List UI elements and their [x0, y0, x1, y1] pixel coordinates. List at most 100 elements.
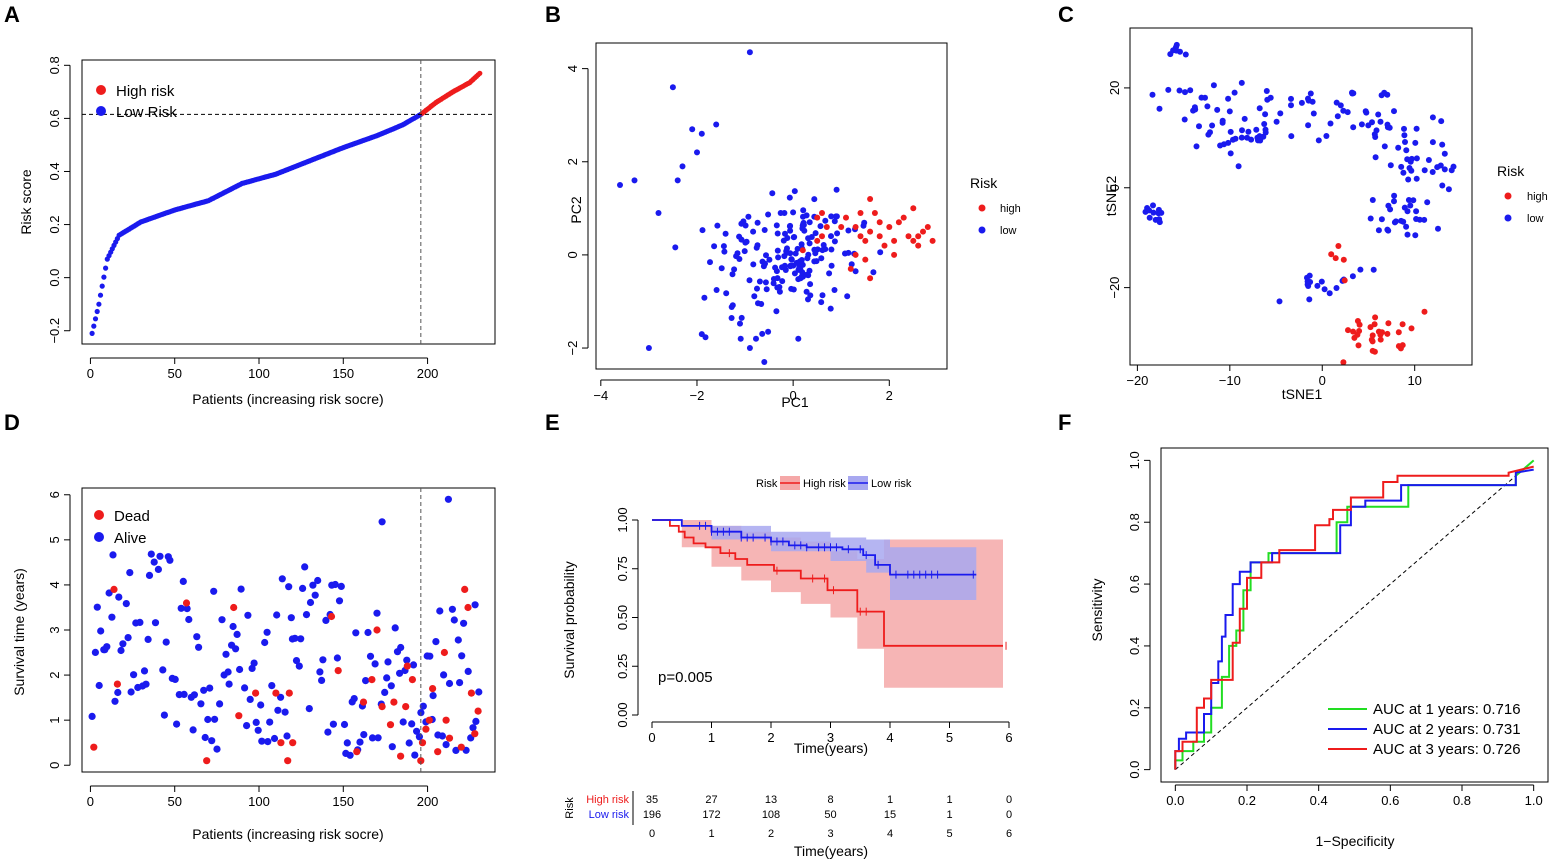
high-point [852, 251, 859, 258]
low-point [1225, 95, 1232, 102]
y-tick-label: 0.8 [1127, 513, 1142, 531]
dead-point [429, 685, 437, 693]
dead-point [445, 734, 454, 742]
high-point [876, 233, 883, 240]
low-point [1357, 266, 1364, 273]
low-point [1239, 127, 1245, 134]
high-point [891, 251, 898, 258]
low-point [766, 256, 773, 263]
low-point [753, 335, 759, 342]
low-point [742, 222, 749, 229]
plot-frame-d [81, 487, 496, 773]
low-point [788, 256, 795, 263]
alive-point [150, 558, 158, 566]
x-tick-label: 200 [417, 366, 439, 381]
panel-b: −4 −2 0 2 −2 0 2 4 PC1 PC2 Risk high low [565, 42, 1021, 410]
dead-point [285, 689, 293, 697]
low-point [1441, 150, 1448, 157]
low-point [761, 227, 768, 233]
alive-point [408, 720, 416, 728]
risk-table-low-count: 1 [946, 809, 952, 821]
low-point [1450, 163, 1457, 170]
alive-point [333, 654, 341, 662]
low-point [819, 292, 826, 299]
dead-point [386, 721, 395, 729]
low-point [1149, 91, 1156, 98]
dead-point [461, 585, 469, 594]
dead-point [359, 698, 368, 706]
y-tick-label: 0.4 [47, 162, 62, 180]
dead-point [397, 752, 405, 760]
dead-point [425, 716, 433, 724]
low-point [746, 49, 753, 56]
x-tick-label: 0.0 [1166, 793, 1184, 808]
low-point [1387, 206, 1394, 213]
low-point [1398, 163, 1405, 170]
low-point [1441, 166, 1448, 173]
alive-point [319, 656, 327, 664]
alive-point [291, 634, 299, 642]
low-point [1333, 99, 1340, 106]
legend-a: High risk Low Risk [96, 83, 177, 121]
low-point [1158, 209, 1165, 216]
roc-curves [1174, 459, 1535, 771]
risk-table-low-count: 0 [1006, 809, 1012, 821]
alive-point [211, 715, 219, 723]
low-point [1156, 105, 1163, 112]
alive-point [111, 697, 119, 705]
legend-label-high-b: high [1000, 203, 1021, 215]
alive-point [173, 720, 181, 728]
legend-b: Risk high low [970, 175, 1021, 237]
low-point [776, 288, 783, 295]
low-point [805, 251, 812, 258]
high-point [847, 265, 854, 272]
low-point [1256, 133, 1263, 140]
alive-point [305, 705, 313, 713]
low-point [1401, 132, 1408, 139]
y-tick-label: 0 [47, 762, 62, 769]
low-point [795, 335, 802, 342]
low-point [806, 219, 813, 226]
alive-point [405, 739, 413, 747]
high-point [915, 233, 922, 240]
alive-point [452, 746, 460, 755]
x-tick-label: 100 [248, 794, 270, 809]
high-point [838, 224, 845, 230]
low-point [852, 268, 859, 275]
low-point [1439, 141, 1446, 148]
low-point [1438, 118, 1445, 125]
low-risk-point [96, 301, 102, 307]
low-point [800, 207, 807, 214]
low-point [828, 262, 835, 269]
alive-point [195, 643, 203, 651]
low-point [1276, 298, 1283, 305]
low-point [1177, 48, 1183, 55]
low-point [1407, 202, 1414, 209]
alive-point [147, 550, 155, 558]
alive-point [144, 635, 152, 644]
risk-table-ylabel: Risk [564, 797, 576, 819]
alive-point [413, 727, 421, 735]
high-point [871, 210, 878, 216]
alive-point [177, 604, 185, 612]
alive-point [464, 667, 472, 676]
low-point [1404, 231, 1411, 238]
risk-table-time-label: 2 [768, 828, 774, 840]
low-point [1412, 232, 1419, 239]
dead-point [334, 667, 342, 675]
low-point [756, 278, 763, 285]
low-point [1401, 125, 1407, 132]
high-point [823, 224, 830, 230]
low-point [672, 244, 679, 251]
alive-point [136, 618, 144, 627]
low-point [1385, 227, 1392, 234]
low-point [763, 286, 770, 293]
alive-point [448, 605, 456, 613]
alive-point [287, 614, 295, 622]
low-point [1369, 119, 1375, 126]
dead-point [203, 757, 211, 765]
alive-point [103, 643, 111, 651]
risk-table-time-label: 6 [1006, 828, 1012, 840]
legend-title-c: Risk [1497, 163, 1525, 179]
low-point [1395, 144, 1402, 151]
